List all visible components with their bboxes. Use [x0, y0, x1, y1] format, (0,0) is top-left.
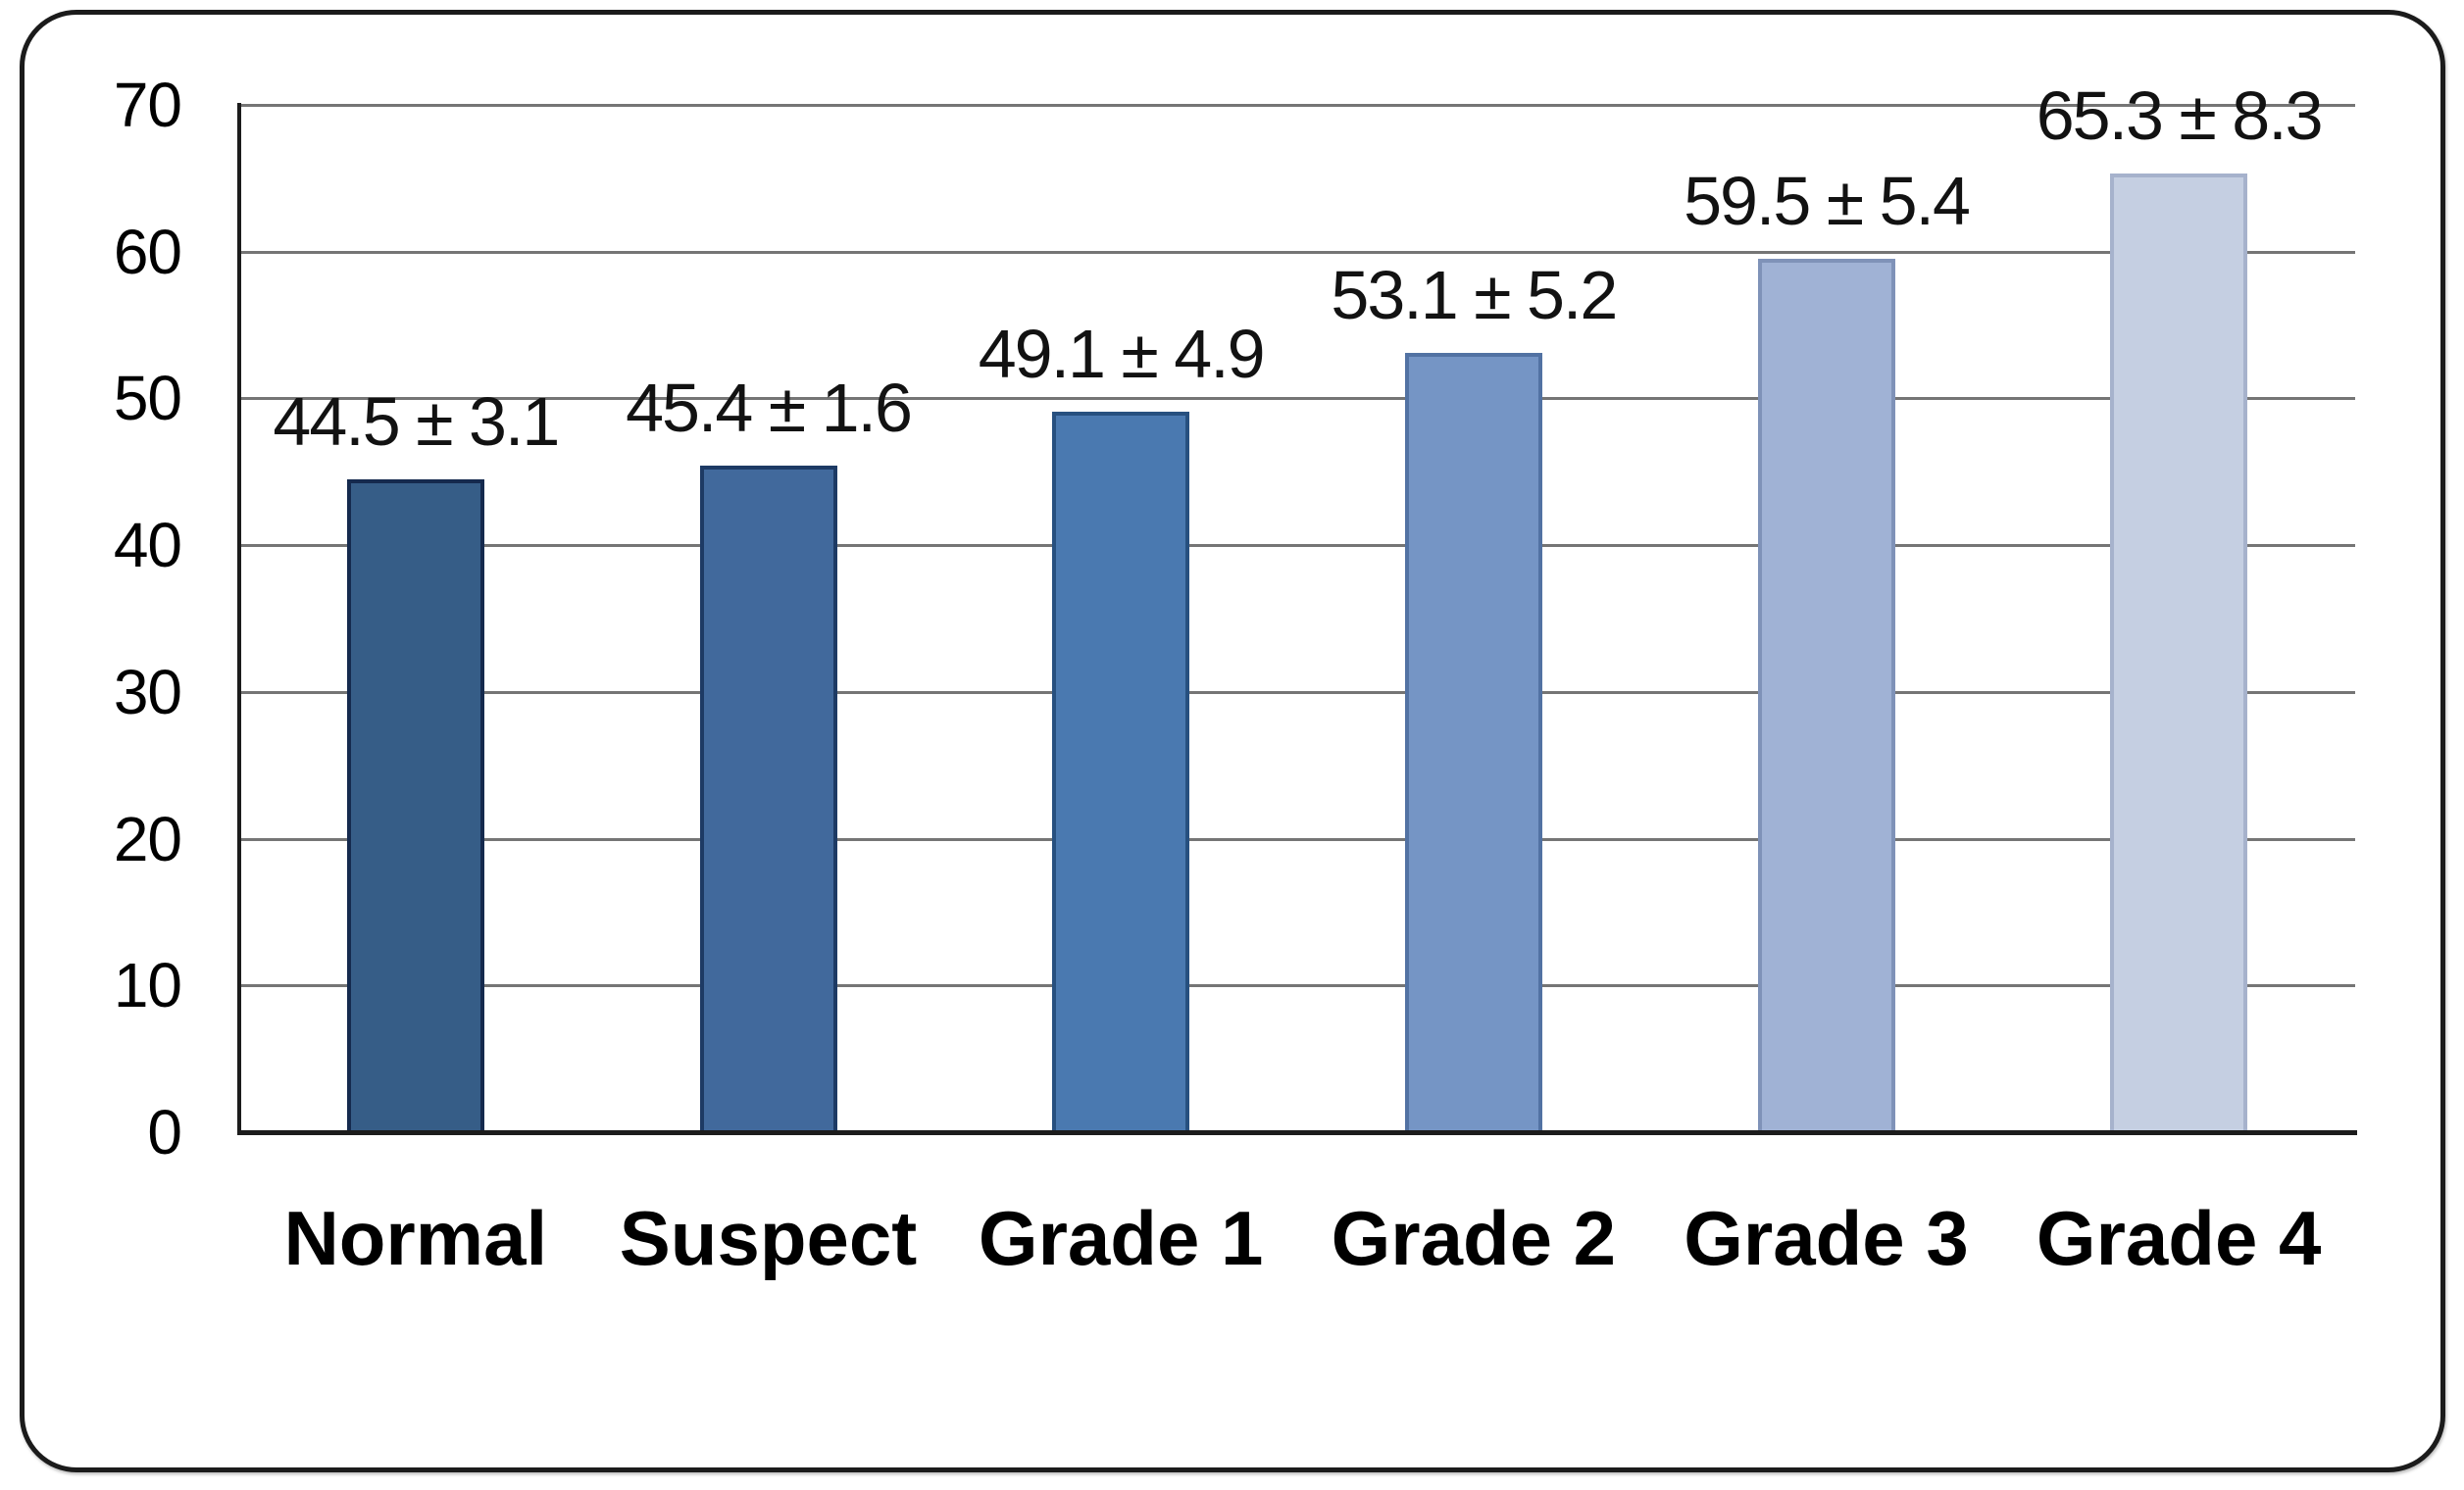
- bar-grade-3: [1757, 259, 1895, 1132]
- x-axis-line: [237, 1130, 2357, 1135]
- category-label-grade-1: Grade 1: [978, 1195, 1264, 1281]
- bar-grade-2: [1404, 353, 1542, 1132]
- y-axis-line: [237, 103, 241, 1134]
- bar-grade-4: [2110, 174, 2248, 1132]
- y-tick-label-50: 50: [113, 363, 182, 434]
- bar-normal: [346, 478, 484, 1132]
- chart-frame: 0 10 20 30 40 50 60 70 44.5 ± 3.1 45.4 ± 1.6 49.1…: [20, 10, 2445, 1472]
- gridline-y-30: [239, 690, 2355, 694]
- y-tick-label-0: 0: [147, 1097, 182, 1167]
- y-tick-label-20: 20: [113, 803, 182, 874]
- gridline-y-40: [239, 544, 2355, 548]
- gridline-y-70: [239, 104, 2355, 107]
- y-tick-label-10: 10: [113, 950, 182, 1021]
- category-label-grade-4: Grade 4: [2036, 1195, 2322, 1281]
- category-label-grade-2: Grade 2: [1331, 1195, 1617, 1281]
- bar-grade-1: [1052, 411, 1190, 1132]
- value-label-grade-2: 53.1 ± 5.2: [1331, 257, 1618, 334]
- gridline-y-10: [239, 984, 2355, 988]
- bar-suspect: [699, 466, 837, 1132]
- value-label-grade-3: 59.5 ± 5.4: [1684, 163, 1971, 240]
- y-tick-label-70: 70: [113, 70, 182, 140]
- y-tick-label-60: 60: [113, 216, 182, 287]
- gridline-y-20: [239, 837, 2355, 841]
- value-label-suspect: 45.4 ± 1.6: [626, 370, 913, 447]
- gridline-y-50: [239, 397, 2355, 401]
- category-label-suspect: Suspect: [619, 1195, 918, 1281]
- category-label-grade-3: Grade 3: [1684, 1195, 1969, 1281]
- gridline-y-60: [239, 250, 2355, 254]
- y-tick-label-40: 40: [113, 510, 182, 581]
- value-label-grade-1: 49.1 ± 4.9: [978, 315, 1266, 392]
- value-label-grade-4: 65.3 ± 8.3: [2036, 77, 2324, 155]
- value-label-normal: 44.5 ± 3.1: [273, 382, 560, 460]
- y-tick-label-30: 30: [113, 656, 182, 727]
- category-label-normal: Normal: [283, 1195, 548, 1281]
